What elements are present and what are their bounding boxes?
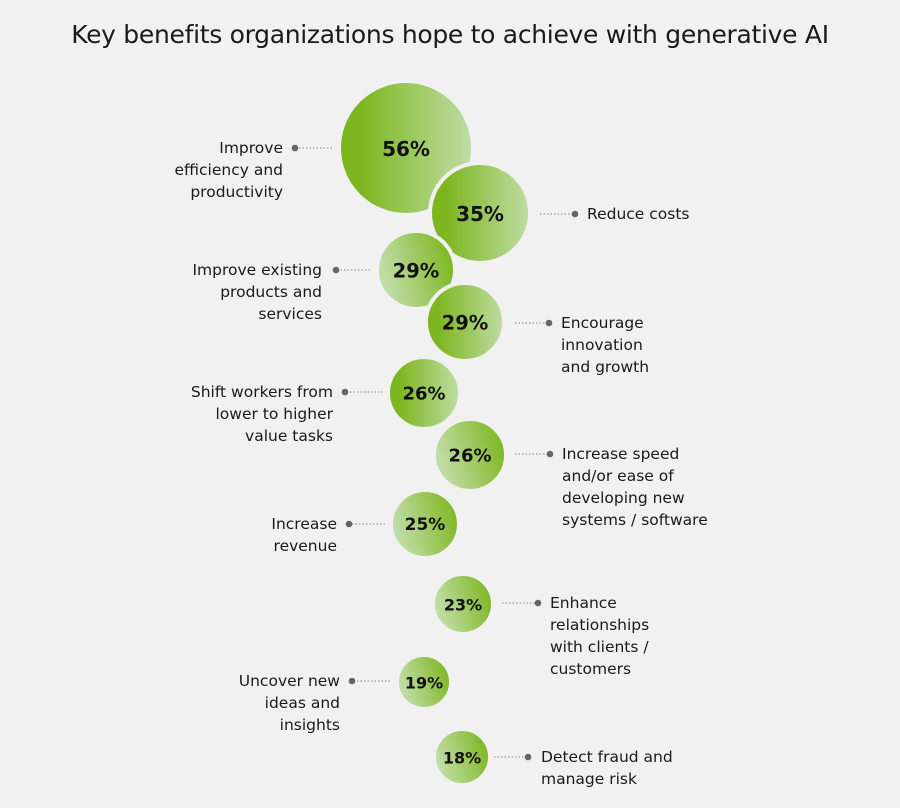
category-label: innovation [561, 336, 643, 354]
category-label: lower to higher [216, 405, 334, 423]
bubble-value-label: 29% [393, 260, 440, 283]
bubble [386, 355, 462, 431]
bubble-value-label: 23% [444, 596, 482, 615]
bubble-value-label: 56% [382, 137, 430, 161]
bubble [432, 417, 508, 493]
leader-dot [291, 144, 299, 152]
category-label: services [258, 305, 322, 323]
category-label: Encourage [561, 314, 644, 332]
bubble [375, 229, 457, 311]
category-label: with clients / [550, 638, 649, 656]
category-label: and/or ease of [562, 467, 674, 485]
category-label: relationships [550, 616, 649, 634]
category-label: Increase speed [562, 445, 679, 463]
bubble [432, 727, 492, 787]
category-label: insights [280, 716, 340, 734]
leader-dot [545, 319, 553, 327]
category-label: efficiency and [175, 161, 284, 179]
bubble-value-label: 26% [448, 446, 491, 467]
bubble [389, 488, 461, 560]
category-label: Uncover new [239, 672, 341, 690]
bubble-value-label: 18% [443, 749, 481, 768]
category-label: customers [550, 660, 631, 678]
category-label: Increase [271, 515, 337, 533]
bubble-value-label: 35% [456, 202, 504, 226]
chart-title: Key benefits organizations hope to achie… [71, 20, 829, 49]
leader-dot [546, 450, 554, 458]
bubble-value-label: 29% [442, 312, 489, 335]
category-label: manage risk [541, 770, 637, 788]
category-label: and growth [561, 358, 649, 376]
category-label: Enhance [550, 594, 617, 612]
bubble [395, 653, 453, 711]
leader-dot [571, 210, 579, 218]
leader-dot [332, 266, 340, 274]
category-label: revenue [274, 537, 337, 555]
category-label: ideas and [265, 694, 340, 712]
bubble [431, 572, 495, 636]
bubble-value-label: 26% [402, 384, 445, 405]
leader-dot [348, 677, 356, 685]
leader-dot [345, 520, 353, 528]
category-label: Improve existing [192, 261, 322, 279]
category-label: Shift workers from [191, 383, 333, 401]
category-label: productivity [190, 183, 283, 201]
category-label: products and [220, 283, 322, 301]
bubble-value-label: 19% [405, 674, 443, 693]
category-label: Reduce costs [587, 205, 690, 223]
category-label: value tasks [245, 427, 333, 445]
bubble [428, 161, 532, 265]
bubble-value-label: 25% [405, 515, 446, 535]
category-label: Detect fraud and [541, 748, 673, 766]
leader-dot [524, 753, 532, 761]
category-label: systems / software [562, 511, 708, 529]
category-label: Improve [219, 139, 283, 157]
bubble [424, 281, 506, 363]
category-label: developing new [562, 489, 685, 507]
leader-dot [534, 599, 542, 607]
leader-dot [341, 388, 349, 396]
